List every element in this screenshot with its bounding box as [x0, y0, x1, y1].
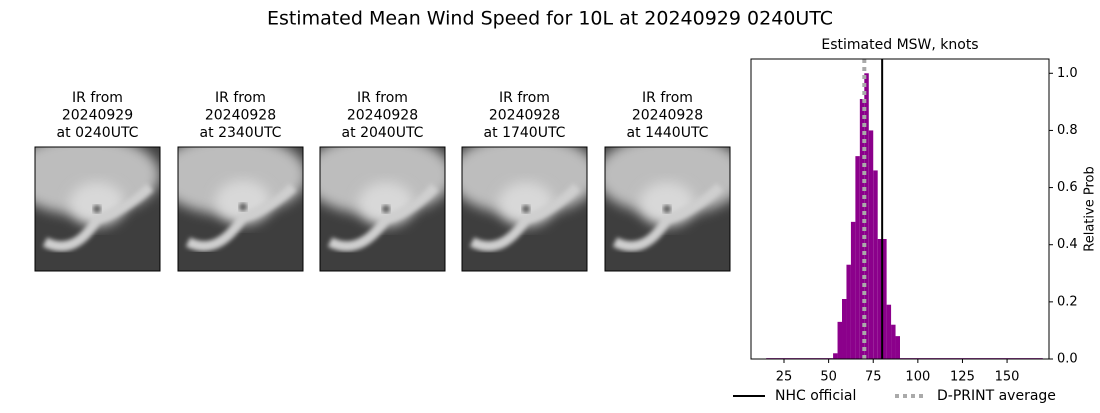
page-title: Estimated Mean Wind Speed for 10L at 202…	[267, 8, 833, 30]
bar	[895, 336, 900, 359]
ir-frame	[319, 146, 446, 272]
panel-caption: at 2040UTC	[342, 125, 424, 141]
bar	[833, 353, 838, 359]
bar	[846, 264, 851, 359]
bar	[868, 130, 874, 359]
eye	[93, 205, 101, 213]
x-tick-label: 125	[950, 370, 975, 385]
panel-caption: 20240929	[62, 108, 133, 124]
ir-image	[177, 146, 304, 272]
bar	[877, 239, 883, 359]
x-tick-label: 100	[905, 370, 930, 385]
panel-caption: at 2340UTC	[200, 125, 282, 141]
y-tick-label: 0.8	[1057, 123, 1078, 138]
bar	[882, 239, 887, 359]
panel-caption: 20240928	[347, 108, 418, 124]
panel-caption: at 0240UTC	[57, 125, 139, 141]
panel-caption: 20240928	[489, 108, 560, 124]
panel-caption: 20240928	[632, 108, 703, 124]
ir-image	[604, 146, 731, 272]
chart-title: Estimated MSW, knots	[821, 37, 978, 53]
panel-caption: at 1740UTC	[484, 125, 566, 141]
panel-caption: IR from	[72, 90, 123, 106]
panel-caption: IR from	[215, 90, 266, 106]
spiral-band	[612, 183, 724, 252]
ir-frame	[604, 146, 731, 272]
bar	[873, 170, 878, 359]
ir-clouds	[605, 147, 730, 252]
plot-frame	[750, 58, 1050, 360]
ir-frame	[177, 146, 304, 272]
spiral-band	[185, 183, 297, 251]
bar	[886, 304, 892, 359]
x-tick-label: 50	[820, 370, 837, 385]
spiral-band	[469, 183, 581, 252]
bar	[855, 156, 860, 359]
y-axis-label: Relative Prob	[1083, 166, 1098, 251]
ir-image	[461, 146, 588, 272]
bar	[842, 299, 847, 359]
ir-image	[34, 146, 161, 272]
bar	[859, 99, 865, 359]
y-tick-label: 0.2	[1057, 294, 1078, 309]
eye	[382, 205, 390, 213]
eye	[522, 205, 530, 213]
panel-caption: 20240928	[205, 108, 276, 124]
spiral-band	[42, 183, 154, 252]
bar	[891, 324, 896, 359]
y-tick-label: 0.4	[1057, 237, 1078, 252]
y-tick-label: 0.0	[1057, 352, 1078, 367]
panel-caption: IR from	[642, 90, 693, 106]
cloud	[462, 147, 587, 215]
y-tick-label: 1.0	[1057, 66, 1078, 81]
eye	[663, 205, 671, 213]
bar	[850, 221, 856, 359]
panel-caption: at 1440UTC	[627, 125, 709, 141]
ir-image	[319, 146, 446, 272]
x-tick-label: 75	[865, 370, 882, 385]
ir-clouds	[35, 147, 160, 252]
legend-label: D-PRINT average	[937, 388, 1056, 404]
y-tick-label: 0.6	[1057, 180, 1078, 195]
panel-caption: IR from	[357, 90, 408, 106]
x-tick-label: 150	[995, 370, 1020, 385]
ir-clouds	[320, 147, 445, 252]
panel-caption: IR from	[499, 90, 550, 106]
cloud	[320, 147, 445, 215]
ir-frame	[461, 146, 588, 272]
bar	[864, 73, 869, 360]
eye	[239, 203, 247, 211]
ir-clouds	[462, 147, 587, 252]
spiral-band	[327, 183, 439, 252]
bar	[837, 321, 843, 359]
x-tick-label: 25	[776, 370, 793, 385]
legend-label: NHC official	[775, 388, 856, 404]
ir-frame	[34, 146, 161, 272]
ir-clouds	[178, 147, 303, 251]
